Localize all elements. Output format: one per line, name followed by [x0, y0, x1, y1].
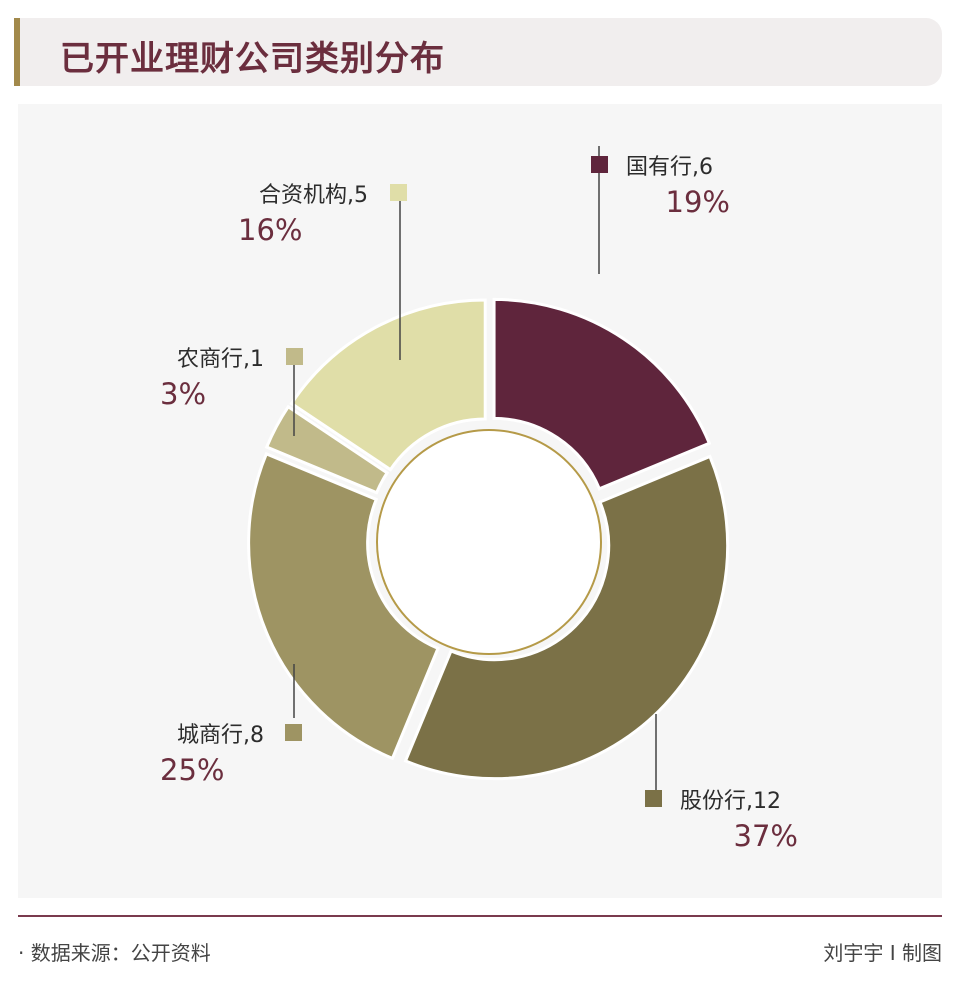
legend-marker-2	[645, 790, 662, 807]
slice-1	[492, 297, 712, 491]
slice-label-5: 合资机构,5	[259, 183, 368, 208]
author-credit: 刘宇宇 I 制图	[823, 941, 942, 965]
slice-5	[289, 298, 487, 472]
slice-label-4: 农商行,1	[177, 347, 264, 372]
slice-percent-2: 37%	[734, 819, 798, 853]
slices-layer	[247, 297, 730, 781]
title-accent-bar	[14, 18, 20, 86]
data-source-note: · 数据来源：公开资料	[18, 941, 211, 965]
slice-percent-4: 3%	[160, 377, 206, 411]
title-bar: 已开业理财公司类别分布	[14, 18, 942, 86]
slice-label-2: 股份行,12	[680, 789, 781, 814]
legend-marker-3	[285, 724, 302, 741]
slice-label-3: 城商行,8	[177, 723, 264, 748]
slice-label-1: 国有行,6	[626, 155, 713, 180]
slice-percent-1: 19%	[666, 185, 730, 219]
legend-marker-4	[286, 348, 303, 365]
chart-title: 已开业理财公司类别分布	[60, 39, 445, 79]
chart-panel: 国有行,6 19% 股份行,12 37% 城商行,8 25% 农商行,1 3% 合资机构,5 16…	[18, 104, 942, 898]
slice-percent-3: 25%	[160, 753, 224, 787]
labels-layer: 国有行,6 19% 股份行,12 37% 城商行,8 25% 农商行,1 3% 合资机构,5 16…	[160, 146, 798, 853]
legend-marker-5	[390, 184, 407, 201]
slice-4	[264, 404, 390, 495]
legend-marker-1	[591, 156, 608, 173]
donut-hole	[376, 429, 602, 655]
donut-chart: 国有行,6 19% 股份行,12 37% 城商行,8 25% 农商行,1 3% 合资机构,5 16…	[160, 146, 798, 853]
slice-2	[403, 454, 730, 781]
slice-3	[247, 451, 440, 761]
footer-divider	[18, 915, 942, 917]
slice-percent-5: 16%	[238, 213, 302, 247]
